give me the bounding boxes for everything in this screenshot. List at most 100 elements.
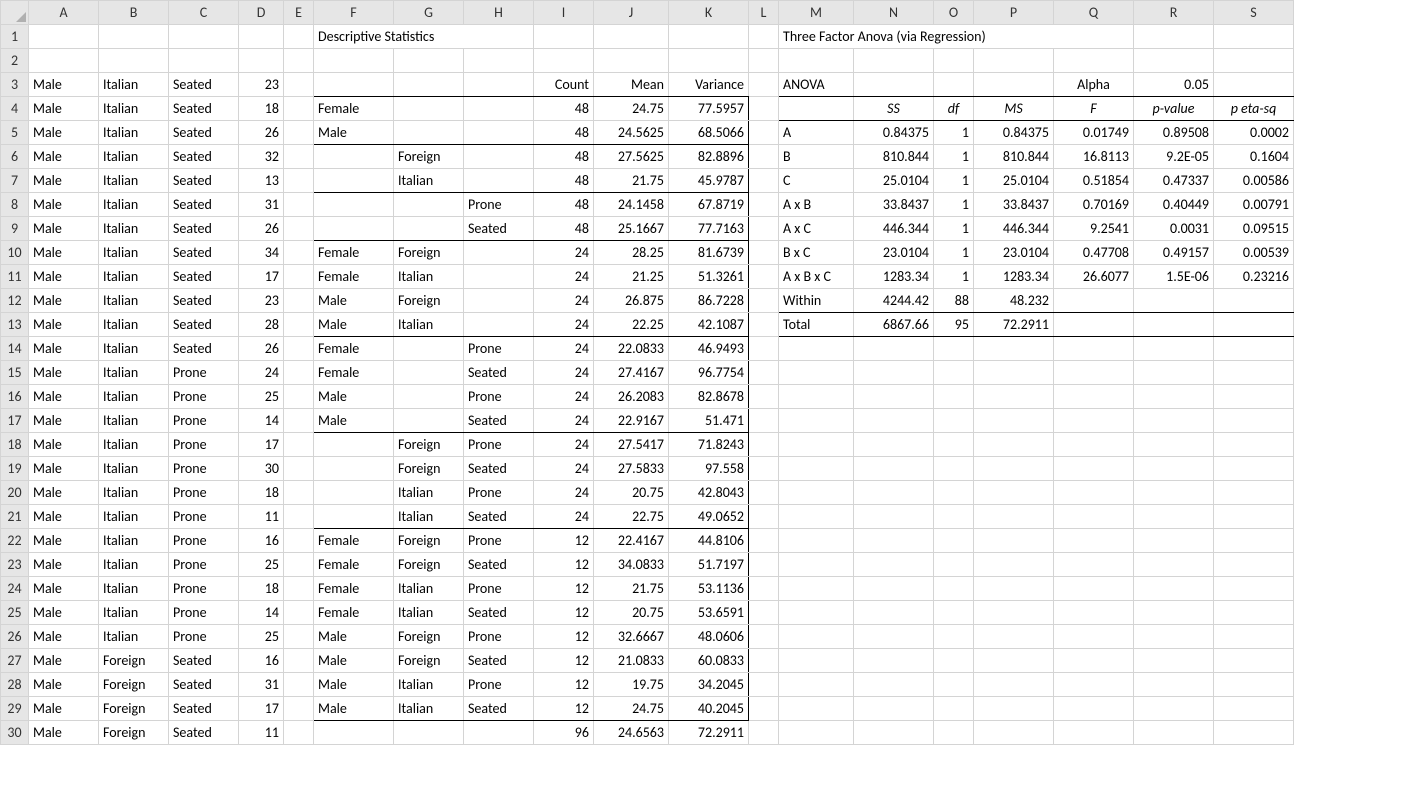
- cell-M8[interactable]: A x B: [779, 193, 854, 217]
- cell-B28[interactable]: Foreign: [99, 673, 169, 697]
- cell-F6[interactable]: [314, 145, 394, 169]
- cell-S2[interactable]: [1214, 49, 1294, 73]
- cell-C9[interactable]: Seated: [169, 217, 239, 241]
- cell-P14[interactable]: [974, 337, 1054, 361]
- cell-N18[interactable]: [854, 433, 934, 457]
- cell-E28[interactable]: [284, 673, 314, 697]
- cell-D16[interactable]: 25: [239, 385, 284, 409]
- cell-D20[interactable]: 18: [239, 481, 284, 505]
- cell-Q9[interactable]: 9.2541: [1054, 217, 1134, 241]
- cell-B5[interactable]: Italian: [99, 121, 169, 145]
- cell-S3[interactable]: [1214, 73, 1294, 97]
- cell-H17[interactable]: Seated: [464, 409, 534, 433]
- cell-P25[interactable]: [974, 601, 1054, 625]
- cell-D13[interactable]: 28: [239, 313, 284, 337]
- row-header-29[interactable]: 29: [1, 697, 29, 721]
- cell-H24[interactable]: Prone: [464, 577, 534, 601]
- cell-C4[interactable]: Seated: [169, 97, 239, 121]
- cell-D24[interactable]: 18: [239, 577, 284, 601]
- cell-P18[interactable]: [974, 433, 1054, 457]
- cell-S17[interactable]: [1214, 409, 1294, 433]
- cell-E23[interactable]: [284, 553, 314, 577]
- cell-A13[interactable]: Male: [29, 313, 99, 337]
- cell-J6[interactable]: 27.5625: [594, 145, 669, 169]
- cell-P4[interactable]: MS: [974, 97, 1054, 121]
- cell-Q22[interactable]: [1054, 529, 1134, 553]
- cell-N21[interactable]: [854, 505, 934, 529]
- cell-P11[interactable]: 1283.34: [974, 265, 1054, 289]
- cell-O9[interactable]: 1: [934, 217, 974, 241]
- cell-S4[interactable]: p eta-sq: [1214, 97, 1294, 121]
- cell-C30[interactable]: Seated: [169, 721, 239, 745]
- cell-A25[interactable]: Male: [29, 601, 99, 625]
- row-header-3[interactable]: 3: [1, 73, 29, 97]
- cell-M13[interactable]: Total: [779, 313, 854, 337]
- cell-F27[interactable]: Male: [314, 649, 394, 673]
- row-header-24[interactable]: 24: [1, 577, 29, 601]
- cell-I21[interactable]: 24: [534, 505, 594, 529]
- cell-E4[interactable]: [284, 97, 314, 121]
- cell-S22[interactable]: [1214, 529, 1294, 553]
- cell-P20[interactable]: [974, 481, 1054, 505]
- cell-L6[interactable]: [749, 145, 779, 169]
- cell-H2[interactable]: [464, 49, 534, 73]
- cell-A19[interactable]: Male: [29, 457, 99, 481]
- cell-F14[interactable]: Female: [314, 337, 394, 361]
- cell-B15[interactable]: Italian: [99, 361, 169, 385]
- cell-L8[interactable]: [749, 193, 779, 217]
- cell-Q4[interactable]: F: [1054, 97, 1134, 121]
- cell-D25[interactable]: 14: [239, 601, 284, 625]
- cell-E20[interactable]: [284, 481, 314, 505]
- cell-F3[interactable]: [314, 73, 394, 97]
- cell-D23[interactable]: 25: [239, 553, 284, 577]
- cell-H5[interactable]: [464, 121, 534, 145]
- cell-B4[interactable]: Italian: [99, 97, 169, 121]
- cell-Q26[interactable]: [1054, 625, 1134, 649]
- cell-S19[interactable]: [1214, 457, 1294, 481]
- cell-M29[interactable]: [779, 697, 854, 721]
- cell-Q5[interactable]: 0.01749: [1054, 121, 1134, 145]
- cell-R3[interactable]: 0.05: [1134, 73, 1214, 97]
- cell-B2[interactable]: [99, 49, 169, 73]
- cell-I17[interactable]: 24: [534, 409, 594, 433]
- cell-H29[interactable]: Seated: [464, 697, 534, 721]
- cell-P13[interactable]: 72.2911: [974, 313, 1054, 337]
- cell-D19[interactable]: 30: [239, 457, 284, 481]
- cell-G4[interactable]: [394, 97, 464, 121]
- cell-M23[interactable]: [779, 553, 854, 577]
- cell-D17[interactable]: 14: [239, 409, 284, 433]
- cell-F15[interactable]: Female: [314, 361, 394, 385]
- cell-C10[interactable]: Seated: [169, 241, 239, 265]
- cell-D5[interactable]: 26: [239, 121, 284, 145]
- cell-H8[interactable]: Prone: [464, 193, 534, 217]
- cell-E16[interactable]: [284, 385, 314, 409]
- cell-P12[interactable]: 48.232: [974, 289, 1054, 313]
- cell-O10[interactable]: 1: [934, 241, 974, 265]
- row-header-26[interactable]: 26: [1, 625, 29, 649]
- cell-R14[interactable]: [1134, 337, 1214, 361]
- cell-M21[interactable]: [779, 505, 854, 529]
- cell-B27[interactable]: Foreign: [99, 649, 169, 673]
- cell-E5[interactable]: [284, 121, 314, 145]
- cell-N15[interactable]: [854, 361, 934, 385]
- cell-D26[interactable]: 25: [239, 625, 284, 649]
- cell-I3[interactable]: Count: [534, 73, 594, 97]
- col-header-L[interactable]: L: [749, 1, 779, 25]
- cell-R15[interactable]: [1134, 361, 1214, 385]
- cell-G2[interactable]: [394, 49, 464, 73]
- cell-J3[interactable]: Mean: [594, 73, 669, 97]
- cell-B29[interactable]: Foreign: [99, 697, 169, 721]
- cell-A26[interactable]: Male: [29, 625, 99, 649]
- row-header-25[interactable]: 25: [1, 601, 29, 625]
- cell-A22[interactable]: Male: [29, 529, 99, 553]
- cell-C17[interactable]: Prone: [169, 409, 239, 433]
- cell-E7[interactable]: [284, 169, 314, 193]
- cell-F2[interactable]: [314, 49, 394, 73]
- cell-E6[interactable]: [284, 145, 314, 169]
- cell-E8[interactable]: [284, 193, 314, 217]
- cell-A8[interactable]: Male: [29, 193, 99, 217]
- cell-D6[interactable]: 32: [239, 145, 284, 169]
- cell-S21[interactable]: [1214, 505, 1294, 529]
- cell-E9[interactable]: [284, 217, 314, 241]
- cell-G25[interactable]: Italian: [394, 601, 464, 625]
